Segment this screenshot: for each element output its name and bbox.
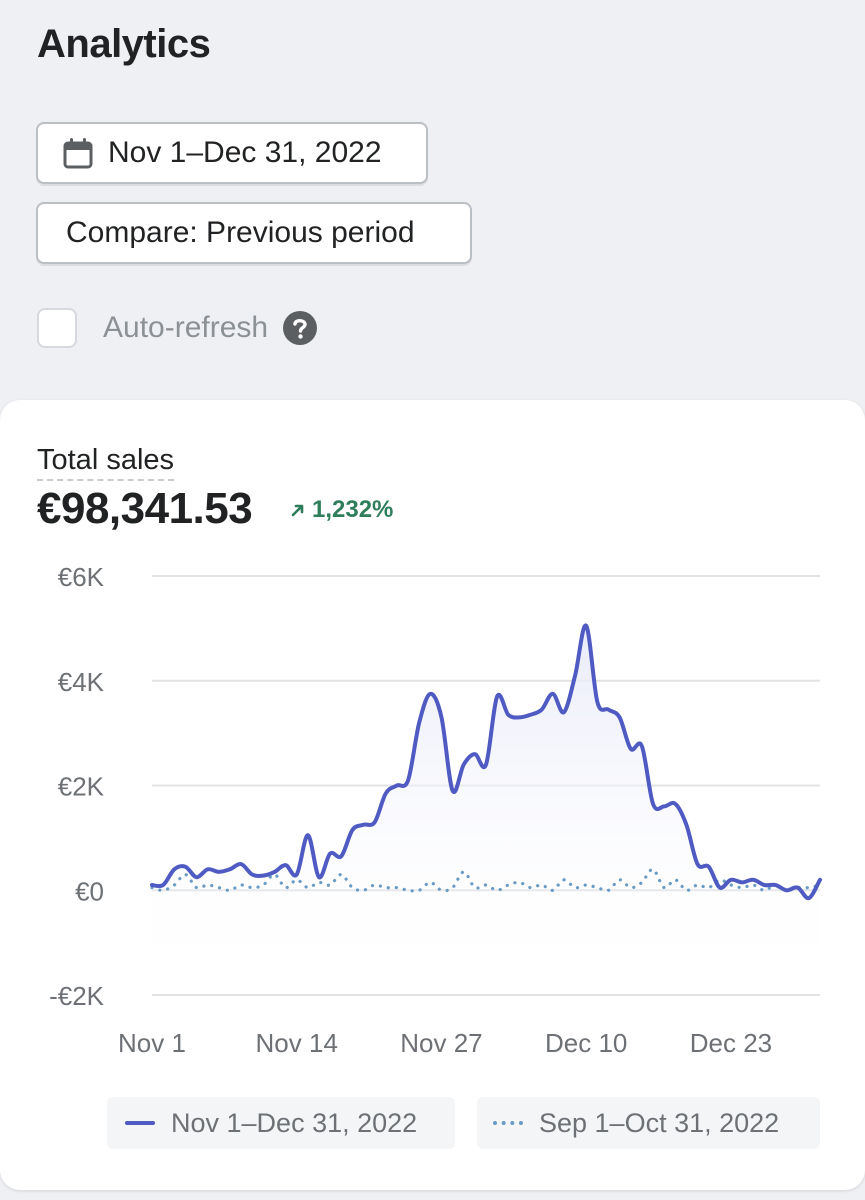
previous-series-line xyxy=(150,867,822,893)
legend-swatch-dotted xyxy=(493,1121,523,1125)
y-tick-label: -€2K xyxy=(49,981,105,1011)
x-tick-label: Nov 27 xyxy=(400,1028,482,1058)
compare-button[interactable]: Compare: Previous period xyxy=(36,202,472,264)
legend-label-previous: Sep 1–Oct 31, 2022 xyxy=(539,1107,780,1138)
auto-refresh-row: Auto-refresh xyxy=(37,308,318,348)
auto-refresh-checkbox[interactable] xyxy=(37,308,77,348)
auto-refresh-label: Auto-refresh xyxy=(103,311,269,344)
calendar-icon xyxy=(63,138,93,169)
x-tick-label: Nov 1 xyxy=(118,1028,186,1058)
x-tick-label: Nov 14 xyxy=(256,1028,338,1058)
x-tick-label: Dec 23 xyxy=(690,1028,772,1058)
legend-label-current: Nov 1–Dec 31, 2022 xyxy=(171,1107,418,1138)
metric-label[interactable]: Total sales xyxy=(37,444,175,481)
metric-change: 1,232% xyxy=(290,496,393,524)
y-tick-label: €6K xyxy=(58,562,105,592)
compare-label: Compare: Previous period xyxy=(66,216,415,249)
sales-line-chart: €6K €4K €2K €0 -€2K Nov 1 Nov 14 Nov 27 Dec 10 De… xyxy=(49,562,822,1058)
metric-value: €98,341.53 xyxy=(37,484,253,533)
help-icon[interactable] xyxy=(282,310,318,346)
date-range-label: Nov 1–Dec 31, 2022 xyxy=(108,136,382,169)
current-series-area xyxy=(152,625,820,995)
metric-change-value: 1,232% xyxy=(312,496,394,523)
current-series-line xyxy=(150,623,822,901)
arrow-up-right-icon xyxy=(291,504,304,517)
y-tick-label: €2K xyxy=(58,772,105,802)
y-tick-label: €4K xyxy=(58,667,105,697)
x-tick-label: Dec 10 xyxy=(545,1028,627,1058)
legend-item-previous[interactable]: Sep 1–Oct 31, 2022 xyxy=(477,1097,820,1149)
legend-item-current[interactable]: Nov 1–Dec 31, 2022 xyxy=(107,1097,455,1149)
legend-swatch-solid xyxy=(125,1121,155,1125)
page-title: Analytics xyxy=(37,22,211,66)
y-tick-label: €0 xyxy=(75,876,104,906)
date-range-button[interactable]: Nov 1–Dec 31, 2022 xyxy=(36,122,428,184)
